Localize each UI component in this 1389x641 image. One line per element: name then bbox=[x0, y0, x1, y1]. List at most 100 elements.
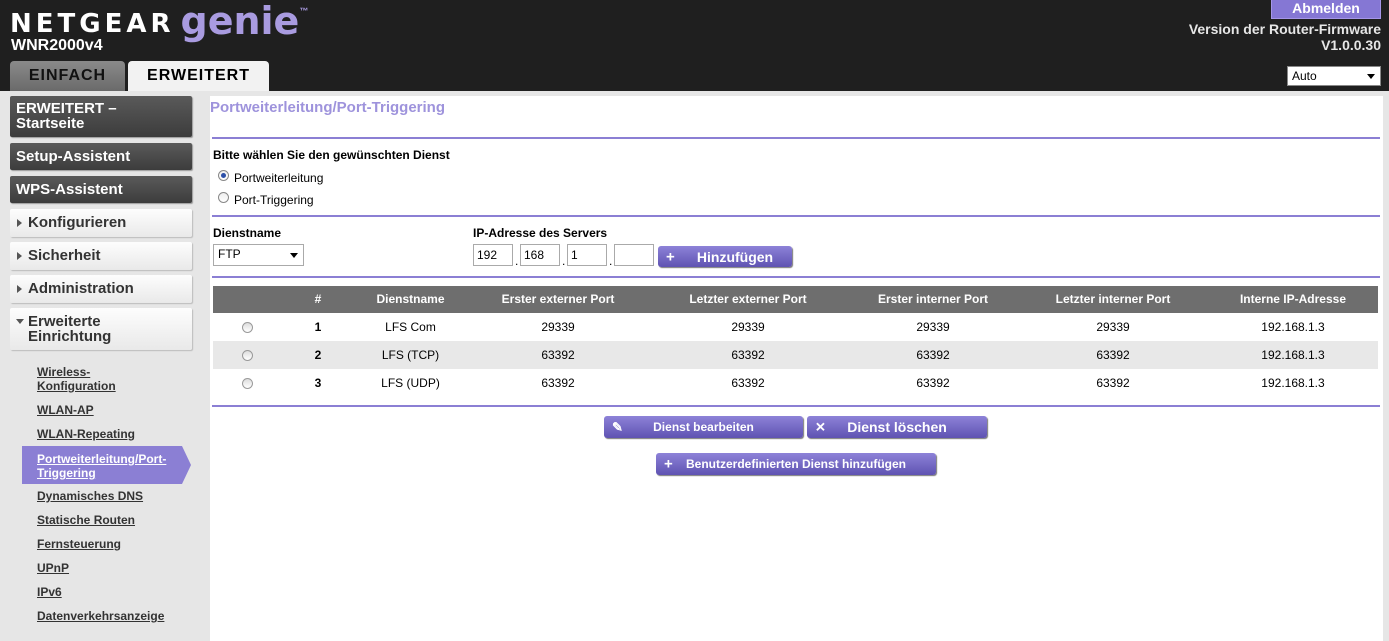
column-header-ext-start: Erster externer Port bbox=[501, 292, 615, 306]
row-number: 2 bbox=[314, 348, 322, 362]
chevron-down-icon bbox=[1367, 74, 1375, 79]
row-ext-end: 29339 bbox=[731, 320, 765, 334]
plus-icon: + bbox=[666, 248, 675, 265]
sidebar-subitem-wlan-ap[interactable]: WLAN-AP bbox=[37, 403, 94, 417]
divider bbox=[212, 405, 1380, 407]
ip-dot: . bbox=[515, 254, 519, 268]
sidebar-item-setup-wizard[interactable]: Setup-Assistent bbox=[10, 143, 192, 170]
row-internal-ip: 192.168.1.3 bbox=[1261, 320, 1325, 334]
pencil-icon: ✎ bbox=[612, 419, 623, 435]
sidebar-section-administration[interactable]: Administration bbox=[10, 275, 192, 303]
sidebar-subitem-port-forwarding[interactable]: Portweiterleitung/Port- Triggering bbox=[22, 446, 191, 484]
row-ext-start: 29339 bbox=[541, 320, 575, 334]
ip-octet-2-input[interactable]: 168 bbox=[520, 244, 560, 266]
server-ip-label: IP-Adresse des Servers bbox=[473, 226, 608, 240]
sidebar-subitem-dynamic-dns[interactable]: Dynamisches DNS bbox=[37, 489, 144, 503]
header-bar: NETGEAR genie ™ WNR2000v4 Abmelden Versi… bbox=[0, 0, 1389, 91]
firmware-version: V1.0.0.30 bbox=[1321, 37, 1381, 53]
edit-service-button-label: Dienst bearbeiten bbox=[653, 420, 754, 434]
tab-advanced[interactable]: ERWEITERT bbox=[128, 61, 269, 91]
brand-tm: ™ bbox=[299, 6, 309, 16]
add-custom-service-button-label: Benutzerdefinierten Dienst hinzufügen bbox=[685, 457, 906, 471]
row-service-name: LFS (TCP) bbox=[381, 348, 440, 362]
radio-label-port-forwarding: Portweiterleitung bbox=[234, 171, 324, 185]
sidebar-subitem-traffic-meter[interactable]: Datenverkehrsanzeige bbox=[37, 609, 165, 623]
edit-service-button[interactable]: ✎ Dienst bearbeiten bbox=[604, 416, 803, 438]
add-button[interactable]: + Hinzufügen bbox=[658, 246, 792, 267]
row-number: 3 bbox=[314, 376, 322, 390]
language-select[interactable]: Auto bbox=[1287, 66, 1381, 86]
language-select-value: Auto bbox=[1292, 69, 1317, 83]
netgear-genie-logo: NETGEAR genie ™ bbox=[10, 2, 309, 40]
row-int-start: 63392 bbox=[916, 376, 950, 390]
sidebar-subitem-ipv6[interactable]: IPv6 bbox=[37, 585, 62, 599]
plus-icon: + bbox=[664, 455, 673, 473]
row-select-radio[interactable] bbox=[242, 322, 253, 333]
column-header-int-end: Letzter interner Port bbox=[1055, 292, 1171, 306]
sidebar-section-security[interactable]: Sicherheit bbox=[10, 242, 192, 270]
sidebar-subitem-static-routes[interactable]: Statische Routen bbox=[37, 513, 136, 527]
ip-octet-3-input[interactable]: 1 bbox=[567, 244, 607, 266]
sidebar-section-label: Konfigurieren bbox=[28, 214, 127, 231]
triangle-right-icon bbox=[17, 252, 22, 260]
table-row: 1 LFS Com 29339 29339 29339 29339 192.16… bbox=[213, 313, 1378, 341]
sidebar-subitem-wireless-config[interactable]: Wireless- Konfiguration bbox=[37, 365, 116, 393]
table-header: # Dienstname Erster externer Port Letzte… bbox=[213, 286, 1378, 313]
triangle-down-icon bbox=[16, 319, 24, 324]
row-internal-ip: 192.168.1.3 bbox=[1261, 348, 1325, 362]
brand-netgear: NETGEAR bbox=[10, 9, 175, 39]
table-row: 2 LFS (TCP) 63392 63392 63392 63392 192.… bbox=[213, 341, 1378, 369]
triangle-right-icon bbox=[17, 285, 22, 293]
ip-dot: . bbox=[609, 254, 613, 268]
sidebar-subitem-label-line2: Triggering bbox=[37, 466, 96, 480]
sidebar-subitem-label: Wireless- bbox=[37, 365, 91, 379]
column-header-service-name: Dienstname bbox=[376, 292, 445, 306]
sidebar-subitem-label: Konfiguration bbox=[37, 379, 116, 393]
delete-service-button-label: Dienst löschen bbox=[847, 419, 947, 435]
add-custom-service-button[interactable]: + Benutzerdefinierten Dienst hinzufügen bbox=[656, 453, 936, 475]
sidebar-subitem-label-line1: Portweiterleitung/Port- bbox=[37, 452, 167, 466]
row-select-radio[interactable] bbox=[242, 350, 253, 361]
triangle-right-icon bbox=[17, 219, 22, 227]
router-model: WNR2000v4 bbox=[11, 37, 103, 54]
sidebar-subitem-upnp[interactable]: UPnP bbox=[37, 561, 70, 575]
row-int-start: 63392 bbox=[916, 348, 950, 362]
radio-port-forwarding[interactable] bbox=[218, 170, 229, 181]
row-int-end: 63392 bbox=[1096, 348, 1130, 362]
row-select-radio[interactable] bbox=[242, 378, 253, 389]
sidebar-section-label: Erweiterte bbox=[28, 313, 101, 330]
divider bbox=[212, 276, 1380, 278]
divider bbox=[212, 215, 1380, 217]
tab-simple[interactable]: EINFACH bbox=[10, 61, 125, 91]
sidebar-item-wps-wizard[interactable]: WPS-Assistent bbox=[10, 176, 192, 203]
ip-octet-4-input[interactable] bbox=[614, 244, 654, 266]
logout-button[interactable]: Abmelden bbox=[1271, 0, 1381, 19]
row-int-start: 29339 bbox=[916, 320, 950, 334]
firmware-label: Version der Router-Firmware bbox=[1188, 21, 1381, 37]
sidebar-item-advanced-home[interactable]: ERWEITERT – Startseite bbox=[10, 96, 192, 137]
sidebar-subitem-wlan-repeating[interactable]: WLAN-Repeating bbox=[37, 427, 135, 441]
column-header-ext-end: Letzter externer Port bbox=[689, 292, 807, 306]
sidebar-section-configure[interactable]: Konfigurieren bbox=[10, 209, 192, 237]
service-name-label: Dienstname bbox=[213, 226, 282, 240]
ip-octet-1-input[interactable]: 192 bbox=[473, 244, 513, 266]
radio-port-triggering[interactable] bbox=[218, 192, 229, 203]
column-header-number: # bbox=[314, 292, 322, 306]
row-ext-end: 63392 bbox=[731, 376, 765, 390]
add-button-label: Hinzufügen bbox=[696, 248, 774, 265]
delete-service-button[interactable]: ✕ Dienst löschen bbox=[807, 416, 987, 438]
row-service-name: LFS (UDP) bbox=[381, 376, 440, 390]
row-number: 1 bbox=[314, 320, 322, 334]
row-ext-start: 63392 bbox=[541, 348, 575, 362]
sidebar-item-label: Startseite bbox=[16, 115, 85, 132]
service-name-select[interactable]: FTP bbox=[213, 244, 304, 266]
sidebar-section-advanced-setup[interactable]: Erweiterte Einrichtung bbox=[10, 308, 192, 350]
ip-dot: . bbox=[562, 254, 566, 268]
sidebar-section-label: Sicherheit bbox=[28, 247, 101, 264]
row-ext-start: 63392 bbox=[541, 376, 575, 390]
radio-label-port-triggering: Port-Triggering bbox=[234, 193, 314, 207]
sidebar-subitem-remote-management[interactable]: Fernsteuerung bbox=[37, 537, 122, 551]
column-header-internal-ip: Interne IP-Adresse bbox=[1239, 292, 1347, 306]
column-header-int-start: Erster interner Port bbox=[877, 292, 989, 306]
active-item-arrow bbox=[182, 446, 191, 484]
